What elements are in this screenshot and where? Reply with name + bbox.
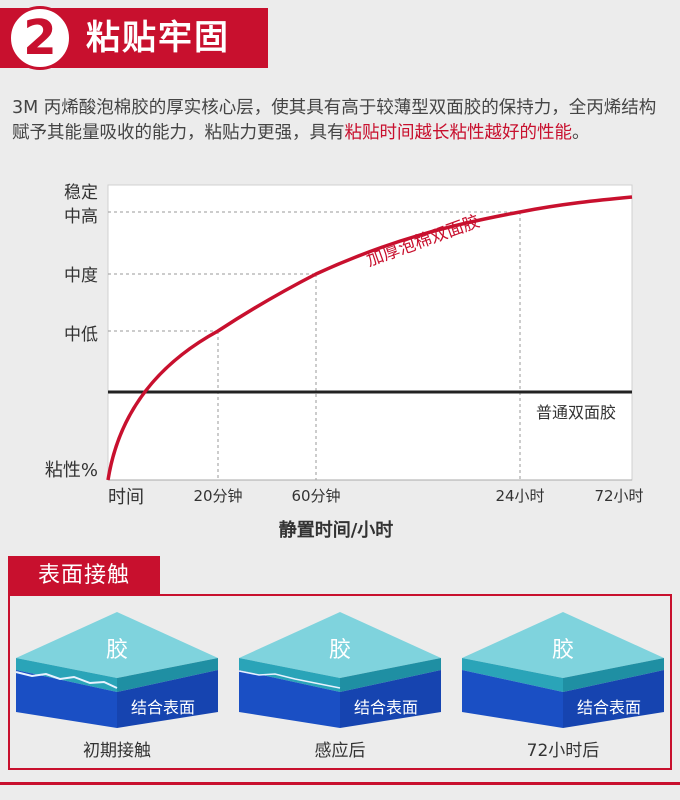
bottom-divider	[0, 782, 680, 785]
x-tick-label: 24小时	[495, 487, 544, 505]
y-axis-label: 粘性%	[45, 460, 98, 481]
section-number-badge: 2	[8, 6, 72, 70]
stage-after-72-hours: 胶 结合表面 72小时后	[458, 612, 668, 762]
surface-label: 结合表面	[576, 698, 641, 717]
y-tick-label: 中低	[64, 325, 98, 345]
glue-label: 胶	[551, 638, 574, 663]
x-tick-label: 72小时	[594, 487, 643, 505]
surface-label: 结合表面	[130, 698, 195, 717]
description-text: 3M 丙烯酸泡棉胶的厚实核心层，使其具有高于较薄型双面胶的保持力，全丙烯结构赋予…	[12, 96, 672, 146]
x-tick-label: 时间	[108, 487, 144, 508]
description-part2: 。	[572, 123, 590, 143]
adhesion-chart: 稳定 中高 中度 中低 粘性% 时间 20分钟 60分钟 24小时 72小时 静…	[45, 183, 644, 541]
stage-diagram	[15, 612, 218, 728]
series-line-thick-foam-tape	[106, 195, 633, 481]
stage-caption: 感应后	[314, 741, 366, 761]
y-tick-label: 中度	[64, 266, 98, 286]
stage-after-induction: 胶 结合表面 感应后	[235, 612, 445, 762]
plot-area	[107, 184, 633, 481]
stage-caption: 72小时后	[526, 741, 600, 761]
page-title: 粘贴牢固	[86, 18, 230, 58]
surface-contact-title: 表面接触	[8, 556, 160, 596]
description-part1: 3M 丙烯酸泡棉胶的厚实核心层，使其具有高于较薄型双面胶的保持力，全丙烯结构赋予…	[12, 98, 657, 143]
x-tick-label: 20分钟	[193, 487, 242, 505]
x-tick-label: 60分钟	[291, 487, 340, 505]
series-label-ordinary-tape: 普通双面胶	[536, 403, 616, 422]
glue-label: 胶	[328, 638, 351, 663]
stage-diagram	[462, 612, 664, 728]
y-tick-label: 稳定	[64, 183, 98, 203]
description-highlight: 粘贴时间越长粘性越好的性能	[344, 123, 573, 143]
stage-caption: 初期接触	[83, 741, 151, 761]
surface-label: 结合表面	[353, 698, 418, 717]
stage-initial-contact: 胶 结合表面 初期接触	[12, 612, 222, 762]
x-axis-label: 静置时间/小时	[279, 519, 394, 541]
stage-diagram	[238, 612, 441, 728]
y-tick-label: 中高	[64, 207, 98, 227]
grid-lines	[108, 211, 521, 480]
glue-label: 胶	[105, 638, 128, 663]
